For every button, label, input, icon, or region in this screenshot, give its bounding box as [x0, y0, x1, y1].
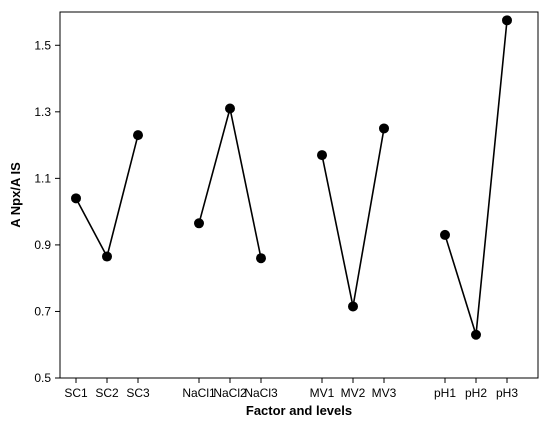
y-tick-label: 1.3: [34, 105, 51, 119]
x-tick-label: SC2: [95, 386, 119, 400]
x-tick-label: NaCl2: [213, 386, 247, 400]
x-tick-label: MV3: [372, 386, 397, 400]
data-point-nacl1: [194, 218, 204, 229]
series-line-ph: [444, 20, 508, 335]
y-tick-label: 0.5: [34, 371, 51, 385]
x-tick-label: pH1: [434, 386, 456, 400]
data-point-sc2: [102, 251, 112, 262]
data-point-sc1: [71, 193, 81, 204]
y-tick-label: 1.1: [34, 171, 51, 185]
series-line-sc: [75, 134, 139, 259]
data-point-sc3: [133, 130, 143, 141]
series-line-mv: [321, 128, 385, 307]
data-point-mv1: [317, 150, 327, 161]
y-axis: 0.5 0.7 0.9 1.1 1.3 1.5: [34, 38, 60, 385]
x-axis-title: Factor and levels: [246, 403, 352, 418]
x-tick-label: MV2: [341, 386, 366, 400]
y-axis-title: A Npx/A IS: [8, 162, 23, 228]
data-point-ph3: [502, 15, 512, 26]
x-tick-label: MV1: [310, 386, 335, 400]
data-point-mv2: [348, 301, 358, 312]
x-tick-label: SC3: [126, 386, 150, 400]
series-layer: [71, 15, 512, 340]
series-line-nacl: [198, 108, 262, 259]
data-point-mv3: [379, 123, 389, 134]
y-tick-label: 0.7: [34, 304, 51, 318]
data-point-ph1: [440, 229, 450, 240]
data-point-ph2: [471, 329, 481, 340]
x-tick-label: NaCl1: [182, 386, 216, 400]
y-tick-label: 1.5: [34, 38, 51, 52]
x-tick-label: pH3: [496, 386, 518, 400]
y-tick-label: 0.9: [34, 238, 51, 252]
x-tick-label: SC1: [64, 386, 88, 400]
data-point-nacl3: [256, 253, 266, 264]
data-point-nacl2: [225, 103, 235, 114]
x-tick-label: NaCl3: [244, 386, 278, 400]
x-tick-label: pH2: [465, 386, 487, 400]
plot-area-frame: [59, 11, 539, 379]
